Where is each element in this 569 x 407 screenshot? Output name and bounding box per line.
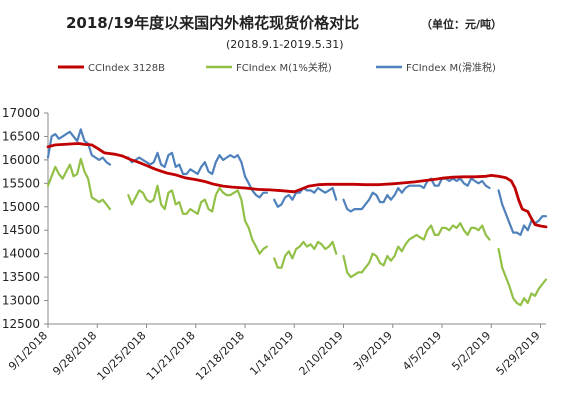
series-line-2-segment-3 — [273, 240, 338, 269]
x-tick-label: 10/25/2018 — [95, 329, 149, 383]
series-line-2-segment-1 — [46, 157, 112, 211]
series-line-1-segment-1 — [46, 142, 548, 229]
y-tick-label: 14000 — [2, 247, 40, 261]
series-line-3-segment-5 — [497, 189, 548, 236]
x-tick-label: 3/9/2019 — [351, 329, 395, 373]
y-tick-label: 14500 — [2, 223, 40, 237]
y-tick-label: 12500 — [2, 317, 40, 331]
x-tick-label: 4/5/2019 — [400, 329, 444, 373]
y-tick-label: 15500 — [2, 176, 40, 190]
series-line-3-segment-2 — [127, 151, 268, 199]
x-tick-label: 5/2/2019 — [449, 329, 493, 373]
y-tick-label: 16000 — [2, 153, 40, 167]
legend-label-1: CCIndex 3128B — [88, 63, 165, 74]
series-line-2-segment-4 — [342, 222, 491, 279]
x-tick-label: 2/10/2019 — [297, 329, 346, 378]
chart-legend: CCIndex 3128B FCIndex M(1%关税) FCIndex M(滑准… — [58, 61, 496, 74]
y-tick-label: 13500 — [2, 270, 40, 284]
series-line-3-segment-1 — [46, 128, 112, 166]
x-tick-label: 5/29/2019 — [494, 329, 543, 378]
y-tick-label: 16500 — [2, 129, 40, 143]
y-tick-label: 13000 — [2, 294, 40, 308]
x-tick-label: 9/28/2018 — [50, 329, 99, 378]
x-axis: 9/1/2018 9/28/201810/25/201811/21/201812/… — [6, 323, 546, 383]
series-line-2-segment-5 — [497, 247, 548, 307]
y-tick-label: 17000 — [2, 106, 40, 120]
series-line-2-segment-2 — [127, 184, 268, 255]
chart-title: 2018/19年度以来国内外棉花现货价格对比 — [66, 14, 359, 32]
y-axis: 12500 13000 13500 14000 14500 15000 15500 16000… — [2, 106, 49, 331]
chart-subtitle: (2018.9.1-2019.5.31) — [226, 38, 344, 51]
x-tick-label: 1/14/2019 — [247, 329, 296, 378]
legend-label-3: FCIndex M(滑准税) — [406, 61, 496, 74]
x-tick-label: 12/18/2018 — [193, 329, 247, 383]
chart-unit-label: （单位：元/吨） — [421, 17, 502, 31]
x-tick-label: 9/1/2018 — [6, 329, 50, 373]
series-line-3-segment-4 — [342, 177, 491, 213]
series-line-3-segment-3 — [273, 186, 338, 208]
y-tick-label: 15000 — [2, 200, 40, 214]
legend-label-2: FCIndex M(1%关税) — [236, 61, 332, 74]
x-tick-label: 11/21/2018 — [144, 329, 198, 383]
series-layer — [46, 128, 548, 307]
